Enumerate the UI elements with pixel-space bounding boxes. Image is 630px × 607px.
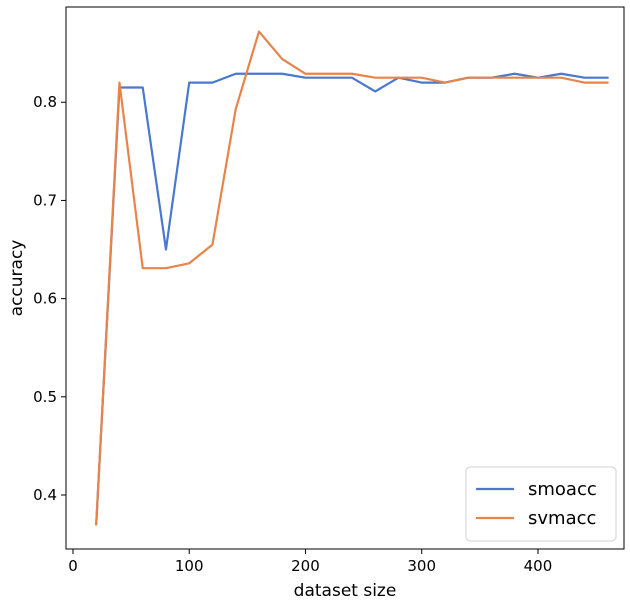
legend-label-smoacc: smoacc [528, 479, 597, 500]
legend-label-svmacc: svmacc [528, 508, 596, 529]
y-axis: 0.4 0.5 0.6 0.7 0.8 [33, 93, 66, 504]
y-tick-label: 0.5 [33, 388, 57, 406]
x-tick-label: 100 [175, 557, 204, 575]
series-layer [95, 30, 609, 526]
legend-box [465, 466, 617, 542]
series-line-smoacc [95, 72, 609, 526]
series-line-svmacc [95, 30, 609, 526]
plot-frame [65, 6, 625, 550]
x-tick-label: 200 [291, 557, 320, 575]
y-tick-label: 0.4 [33, 486, 57, 504]
y-tick-label: 0.6 [33, 290, 57, 308]
x-tick-label: 0 [68, 557, 78, 575]
x-axis: 0 100 200 300 400 [68, 549, 552, 575]
x-tick-label: 400 [524, 557, 553, 575]
y-tick-label: 0.8 [33, 93, 57, 111]
x-tick-label: 300 [407, 557, 436, 575]
y-axis-label: accuracy [7, 240, 27, 317]
plot-area [65, 6, 625, 550]
x-axis-label: dataset size [294, 581, 397, 601]
y-tick-label: 0.7 [33, 191, 57, 209]
legend: smoacc svmacc [465, 466, 617, 542]
